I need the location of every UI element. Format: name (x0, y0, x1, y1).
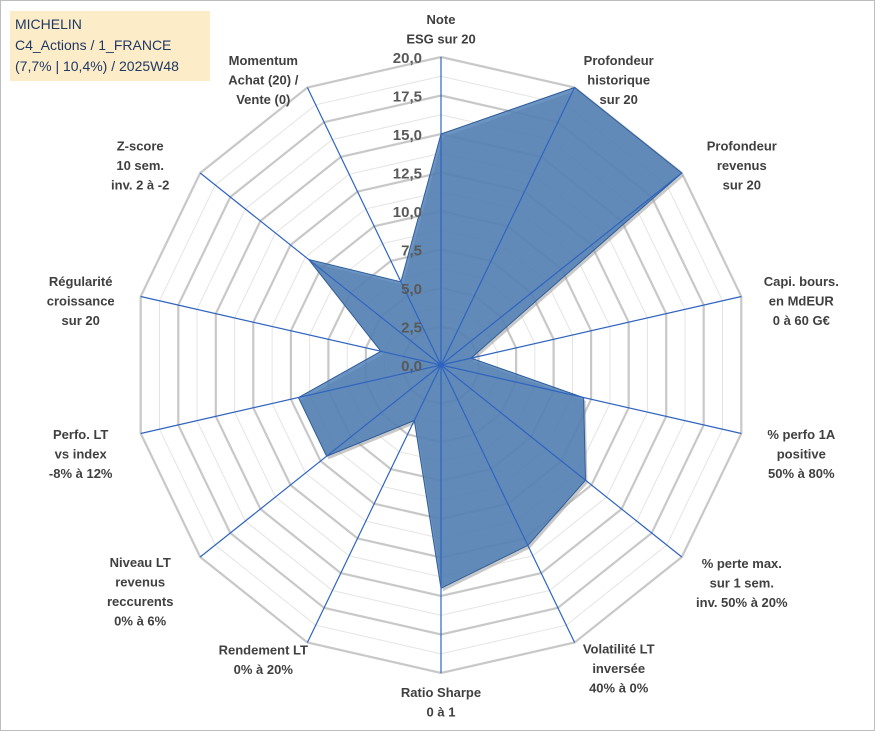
axis-label-line: sur 20 (600, 92, 638, 107)
axis-label-line: Rendement LT (219, 643, 308, 658)
axis-label-line: inv. 2 à -2 (111, 178, 169, 193)
tick-label: 15,0 (393, 127, 422, 144)
tick-label: 2,5 (401, 320, 422, 337)
tick-label: 0,0 (401, 358, 422, 375)
axis-label: Profondeur historique sur 20 (584, 53, 654, 107)
axis-spoke (140, 364, 442, 435)
axis-label-line: reccurents (107, 594, 173, 609)
axis-label-line: 40% à 0% (589, 681, 649, 696)
axis-spoke (199, 172, 442, 366)
axis-label: Z-score 10 sem. inv. 2 à -2 (111, 139, 169, 193)
axis-label-line: 0 à 1 (427, 705, 456, 720)
axis-spoke (440, 364, 576, 643)
axis-label: Rendement LT 0% à 20% (219, 643, 308, 678)
axis-label-line: Capi. bours. (764, 274, 839, 289)
axis-spoke (140, 295, 442, 366)
axis-label-line: en MdEUR (769, 293, 835, 308)
axis-label-line: 50% à 80% (768, 466, 835, 481)
axis-label-line: Note (427, 12, 456, 27)
category-label: C4_Actions / 1_FRANCE (15, 37, 172, 53)
axis-label-line: 0% à 20% (234, 662, 294, 677)
axis-spoke (440, 364, 683, 558)
axis-label-line: Perfo. LT (53, 427, 108, 442)
axis-label: Note ESG sur 20 (406, 12, 475, 47)
axis-label-line: Profondeur (584, 53, 654, 68)
axis-label-line: revenus (115, 575, 165, 590)
axis-label-line: sur 1 sem. (710, 576, 774, 591)
axis-spoke (440, 295, 742, 366)
axis-label-line: vs index (55, 446, 108, 461)
axis-spoke (306, 87, 442, 366)
axis-label-line: Vente (0) (236, 92, 290, 107)
axis-label-line: Achat (20) / (228, 73, 298, 88)
axis-label-line: Volatilité LT (583, 642, 655, 657)
axis-label-line: sur 20 (62, 313, 100, 328)
axis-label-line: inv. 50% à 20% (696, 595, 788, 610)
axis-label-line: historique (587, 73, 650, 88)
axis-spoke (306, 364, 442, 643)
axis-label: % perfo 1A positive 50% à 80% (767, 427, 836, 481)
axis-spoke (199, 364, 442, 558)
axis-label-line: -8% à 12% (49, 466, 113, 481)
period-label: (7,7% | 10,4%) / 2025W48 (15, 58, 179, 74)
axis-label-line: Z-score (117, 139, 164, 154)
axis-label: % perte max. sur 1 sem. inv. 50% à 20% (696, 556, 788, 610)
axis-label: Perfo. LT vs index -8% à 12% (49, 427, 113, 481)
axis-label-line: croissance (47, 293, 115, 308)
axis-label: Régularité croissance sur 20 (47, 274, 115, 328)
axis-label-line: inversée (592, 661, 645, 676)
axis-label-line: 0% à 6% (114, 614, 166, 629)
axis-spoke (440, 172, 683, 366)
tick-label: 12,5 (393, 166, 422, 183)
title-box: MICHELIN C4_Actions / 1_FRANCE (7,7% | 1… (10, 11, 210, 81)
axis-label-line: % perte max. (702, 556, 782, 571)
tick-label: 7,5 (401, 243, 422, 260)
axis-label: Momentum Achat (20) / Vente (0) (228, 53, 298, 107)
tick-label: 17,5 (393, 89, 422, 106)
axis-label-line: sur 20 (723, 178, 761, 193)
axis-label: Niveau LT revenus reccurents 0% à 6% (107, 555, 173, 629)
company-name: MICHELIN (15, 16, 82, 32)
tick-label: 20,0 (393, 50, 422, 67)
axis-label-line: Profondeur (707, 139, 777, 154)
tick-label: 5,0 (401, 281, 422, 298)
axis-label-line: 10 sem. (116, 158, 164, 173)
tick-label: 10,0 (393, 204, 422, 221)
axis-label-line: Momentum (229, 53, 298, 68)
axis-label-line: % perfo 1A (767, 427, 836, 442)
axis-label-line: Régularité (49, 274, 113, 289)
axis-label-line: ESG sur 20 (406, 32, 475, 47)
axis-spoke (440, 87, 576, 366)
axis-label-line: revenus (717, 158, 767, 173)
axis-label-line: Niveau LT (110, 555, 171, 570)
axis-label: Profondeur revenus sur 20 (707, 139, 777, 193)
axis-label: Volatilité LT inversée 40% à 0% (583, 642, 655, 696)
axis-label: Ratio Sharpe 0 à 1 (401, 685, 481, 720)
axis-label-line: 0 à 60 G€ (773, 313, 830, 328)
axis-label-line: positive (777, 446, 826, 461)
axis-spoke (440, 364, 742, 435)
axis-label: Capi. bours. en MdEUR 0 à 60 G€ (764, 274, 839, 328)
axis-label-line: Ratio Sharpe (401, 685, 481, 700)
